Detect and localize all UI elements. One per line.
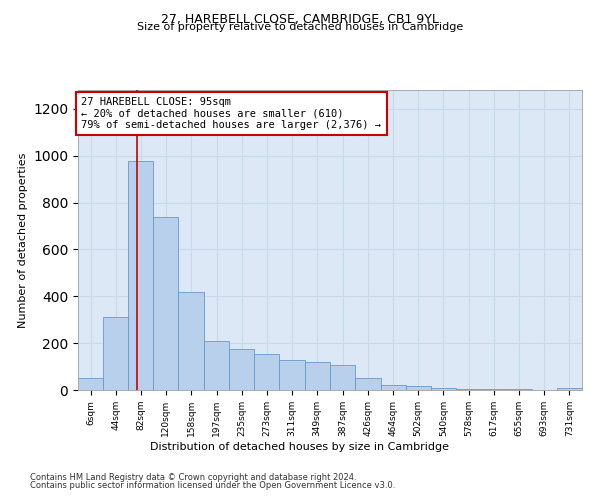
Bar xyxy=(431,388,456,390)
Text: Contains HM Land Registry data © Crown copyright and database right 2024.: Contains HM Land Registry data © Crown c… xyxy=(30,472,356,482)
Y-axis label: Number of detached properties: Number of detached properties xyxy=(17,152,28,328)
Bar xyxy=(557,388,582,390)
Bar xyxy=(128,162,154,390)
Bar xyxy=(380,386,406,390)
Bar xyxy=(178,292,204,390)
Bar xyxy=(406,386,431,390)
Text: 27, HAREBELL CLOSE, CAMBRIDGE, CB1 9YL: 27, HAREBELL CLOSE, CAMBRIDGE, CB1 9YL xyxy=(161,12,439,26)
Bar xyxy=(329,366,355,390)
Bar xyxy=(78,378,103,390)
Bar xyxy=(154,216,178,390)
Bar xyxy=(103,318,128,390)
Bar xyxy=(254,354,280,390)
Bar xyxy=(456,389,482,390)
Text: 27 HAREBELL CLOSE: 95sqm
← 20% of detached houses are smaller (610)
79% of semi-: 27 HAREBELL CLOSE: 95sqm ← 20% of detach… xyxy=(82,97,382,130)
Text: Contains public sector information licensed under the Open Government Licence v3: Contains public sector information licen… xyxy=(30,481,395,490)
Text: Size of property relative to detached houses in Cambridge: Size of property relative to detached ho… xyxy=(137,22,463,32)
Bar xyxy=(204,341,229,390)
Bar xyxy=(229,349,254,390)
Bar xyxy=(305,362,329,390)
Text: Distribution of detached houses by size in Cambridge: Distribution of detached houses by size … xyxy=(151,442,449,452)
Bar xyxy=(280,360,305,390)
Bar xyxy=(355,378,380,390)
